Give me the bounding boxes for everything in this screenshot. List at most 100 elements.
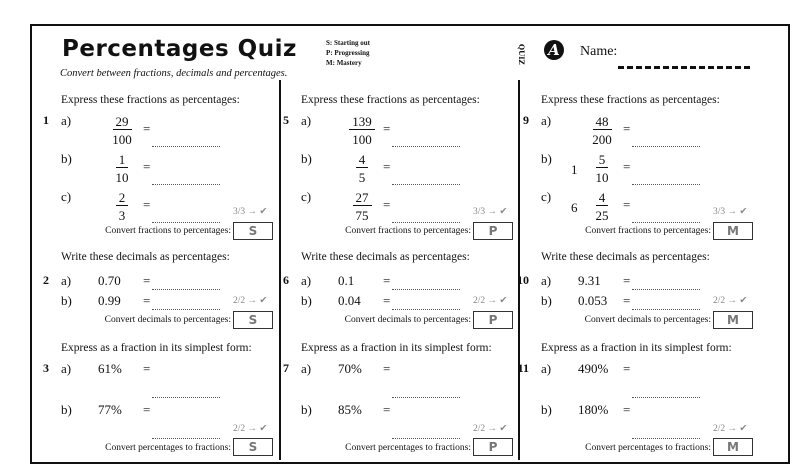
- level-box: P: [473, 222, 513, 240]
- section-heading: Express these fractions as percentages:: [301, 94, 480, 106]
- equals-sign: =: [383, 273, 391, 288]
- level-box: P: [473, 311, 513, 329]
- part-label: a): [541, 113, 552, 128]
- section-heading: Express as a fraction in its simplest fo…: [541, 342, 732, 354]
- part-label: c): [541, 189, 552, 204]
- equals-sign: =: [143, 361, 151, 376]
- numerator: 5: [577, 151, 627, 169]
- answer-line[interactable]: [392, 222, 460, 223]
- skill-label: Convert fractions to percentages:: [105, 226, 231, 236]
- fraction: 48 200: [577, 113, 627, 149]
- percent-value: 61%: [98, 361, 122, 376]
- answer-line[interactable]: [632, 438, 700, 439]
- equals-sign: =: [383, 293, 391, 308]
- answer-line[interactable]: [632, 309, 700, 310]
- part-label: b): [301, 402, 312, 417]
- skill-label: Convert percentages to fractions:: [345, 443, 471, 453]
- part-label: b): [61, 293, 72, 308]
- numerator: 4: [577, 189, 627, 207]
- mixed-whole: 6: [571, 200, 578, 215]
- decimal-value: 0.1: [338, 273, 355, 288]
- worksheet-frame: [30, 24, 790, 464]
- part-label: a): [301, 361, 312, 376]
- equals-sign: =: [623, 293, 631, 308]
- question-number: 2: [43, 273, 49, 287]
- answer-line[interactable]: [152, 397, 220, 398]
- equals-sign: =: [623, 273, 631, 288]
- score-indicator: 3/3 → ✔: [233, 207, 268, 217]
- equals-sign: =: [623, 121, 631, 136]
- decimal-value: 0.053: [578, 293, 608, 308]
- quiz-logo-icon: A: [544, 40, 564, 60]
- section-heading: Write these decimals as percentages:: [61, 251, 230, 263]
- equals-sign: =: [383, 159, 391, 174]
- decimal-value: 0.70: [98, 273, 121, 288]
- question-number: 11: [517, 361, 529, 375]
- part-label: a): [541, 273, 552, 288]
- equals-sign: =: [143, 402, 151, 417]
- answer-line[interactable]: [152, 222, 220, 223]
- name-field[interactable]: [618, 66, 750, 69]
- skill-label: Convert fractions to percentages:: [345, 226, 471, 236]
- equals-sign: =: [143, 121, 151, 136]
- name-label: Name:: [580, 44, 618, 59]
- equals-sign: =: [383, 121, 391, 136]
- score-indicator: 2/2 → ✔: [473, 424, 508, 434]
- answer-line[interactable]: [392, 397, 460, 398]
- answer-line[interactable]: [392, 289, 460, 290]
- answer-line[interactable]: [632, 222, 700, 223]
- question-number: 5: [283, 113, 289, 127]
- equals-sign: =: [143, 273, 151, 288]
- fraction: 4 25: [577, 189, 627, 225]
- denominator: 100: [112, 132, 132, 147]
- numerator: 27: [337, 189, 387, 207]
- equals-sign: =: [143, 197, 151, 212]
- denominator: 75: [355, 208, 369, 223]
- equals-sign: =: [623, 197, 631, 212]
- percent-value: 70%: [338, 361, 362, 376]
- section-heading: Express as a fraction in its simplest fo…: [61, 342, 252, 354]
- part-label: c): [301, 189, 312, 204]
- fraction: 5 10: [577, 151, 627, 187]
- part-label: a): [301, 273, 312, 288]
- level-legend-m: M: Mastery: [326, 59, 362, 67]
- answer-line[interactable]: [152, 146, 220, 147]
- score-indicator: 2/2 → ✔: [713, 424, 748, 434]
- answer-line[interactable]: [152, 309, 220, 310]
- part-label: b): [301, 293, 312, 308]
- answer-line[interactable]: [632, 397, 700, 398]
- part-label: a): [61, 273, 72, 288]
- numerator: 4: [337, 151, 387, 169]
- level-box: S: [233, 222, 273, 240]
- answer-line[interactable]: [152, 289, 220, 290]
- score-indicator: 2/2 → ✔: [233, 424, 268, 434]
- answer-line[interactable]: [152, 184, 220, 185]
- fraction: 27 75: [337, 189, 387, 225]
- answer-line[interactable]: [392, 146, 460, 147]
- level-legend-p: P: Progressing: [326, 49, 370, 57]
- answer-line[interactable]: [392, 184, 460, 185]
- score-indicator: 3/3 → ✔: [473, 207, 508, 217]
- quiz-logo-text: QUIZ: [517, 44, 526, 65]
- level-legend-s: S: Starting out: [326, 39, 370, 47]
- score-indicator: 2/2 → ✔: [713, 296, 748, 306]
- question-number: 10: [517, 273, 529, 287]
- section-heading: Write these decimals as percentages:: [541, 251, 710, 263]
- part-label: b): [541, 402, 552, 417]
- section-heading: Express these fractions as percentages:: [541, 94, 720, 106]
- answer-line[interactable]: [632, 184, 700, 185]
- column-divider: [279, 80, 281, 460]
- answer-line[interactable]: [632, 289, 700, 290]
- score-indicator: 2/2 → ✔: [473, 296, 508, 306]
- level-box: S: [233, 438, 273, 456]
- level-box: M: [713, 311, 753, 329]
- question-number: 3: [43, 361, 49, 375]
- answer-line[interactable]: [392, 438, 460, 439]
- score-indicator: 2/2 → ✔: [233, 296, 268, 306]
- page-title: Percentages Quiz: [62, 36, 297, 62]
- answer-line[interactable]: [392, 309, 460, 310]
- answer-line[interactable]: [632, 146, 700, 147]
- level-box: S: [233, 311, 273, 329]
- answer-line[interactable]: [152, 438, 220, 439]
- part-label: b): [61, 151, 72, 166]
